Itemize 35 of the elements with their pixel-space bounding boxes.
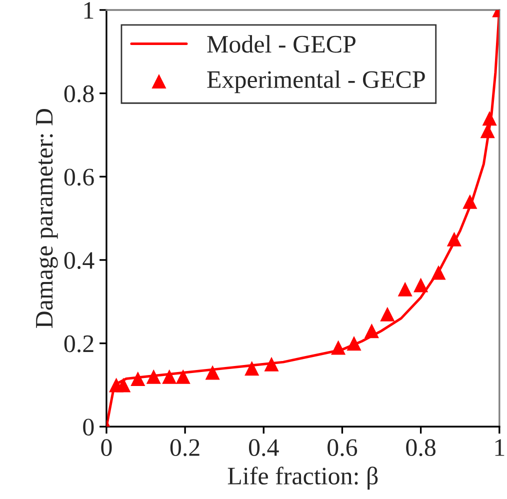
y-tick-label: 0.2 bbox=[64, 335, 94, 352]
x-axis-title: Life fraction: β bbox=[228, 466, 378, 490]
x-tick-label: 0.4 bbox=[248, 439, 279, 456]
point bbox=[462, 194, 478, 209]
point bbox=[205, 365, 220, 380]
point bbox=[380, 306, 395, 322]
point bbox=[414, 278, 428, 292]
y-tick-label: 0.4 bbox=[64, 252, 94, 270]
legend-label: Experimental - GECP bbox=[207, 70, 425, 94]
y-tick-label: 0 bbox=[83, 418, 94, 436]
point bbox=[116, 378, 131, 392]
point bbox=[331, 340, 346, 355]
point bbox=[244, 361, 260, 376]
y-tick-label: 0.8 bbox=[64, 85, 94, 102]
point bbox=[162, 369, 177, 384]
point bbox=[364, 324, 379, 338]
point bbox=[446, 232, 462, 246]
point bbox=[130, 371, 146, 386]
point bbox=[346, 336, 362, 351]
x-tick-label: 0 bbox=[101, 439, 112, 456]
point bbox=[398, 282, 412, 296]
point bbox=[431, 265, 446, 280]
point bbox=[480, 124, 495, 138]
x-tick-label: 1 bbox=[495, 439, 504, 456]
y-axis-title: Damage parameter: D bbox=[36, 108, 58, 328]
point bbox=[482, 111, 497, 126]
point bbox=[146, 369, 161, 384]
y-tick-label: 0.6 bbox=[64, 168, 94, 186]
x-tick-label: 0.6 bbox=[328, 439, 358, 456]
legend-label: Model - GECP bbox=[207, 35, 356, 53]
point bbox=[176, 369, 190, 384]
x-tick-label: 0.8 bbox=[406, 439, 436, 456]
x-tick-label: 0.2 bbox=[170, 439, 200, 456]
point bbox=[264, 356, 279, 372]
y-tick-label: 1 bbox=[84, 2, 94, 19]
